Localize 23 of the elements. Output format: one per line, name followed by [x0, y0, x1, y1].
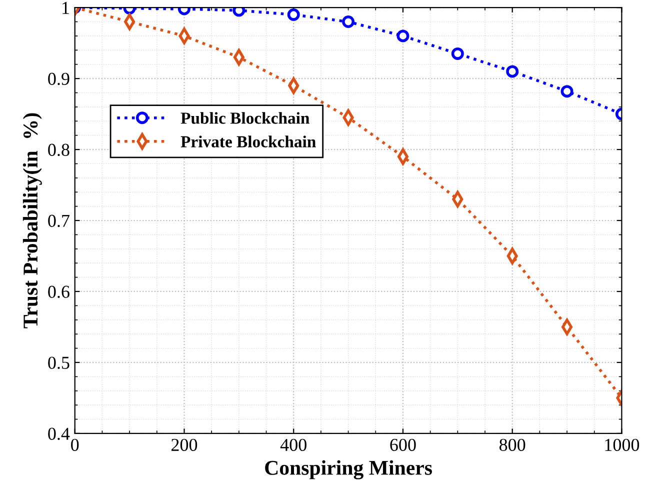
x-tick-label: 600 — [390, 438, 416, 452]
point — [396, 30, 410, 42]
legend-label: Private Blockchain — [180, 136, 316, 148]
point — [506, 65, 519, 78]
y-tick-label: 0.6 — [48, 286, 70, 298]
y-tick-label: 0.7 — [48, 214, 70, 228]
x-axis-title: Conspiring Miners — [265, 460, 432, 480]
legend-label: Public Blockchain — [180, 112, 310, 124]
x-tick-label: 0 — [71, 438, 79, 452]
y-tick-label: 0.9 — [48, 72, 70, 86]
point — [342, 16, 355, 28]
point — [287, 8, 300, 21]
y-tick-label: 0.8 — [48, 144, 70, 156]
point — [451, 47, 464, 60]
point — [560, 85, 574, 98]
y-axis-title: Trust Probability(in %) — [22, 113, 42, 328]
x-tick-label: 1000 — [605, 438, 640, 452]
x-tick-label: 200 — [171, 438, 198, 452]
x-tick-label: 800 — [499, 438, 526, 452]
y-tick-label: 1 — [62, 2, 69, 14]
y-tick-label: 0.4 — [48, 428, 70, 440]
x-tick-label: 400 — [280, 438, 306, 452]
y-tick-label: 0.5 — [48, 356, 70, 369]
